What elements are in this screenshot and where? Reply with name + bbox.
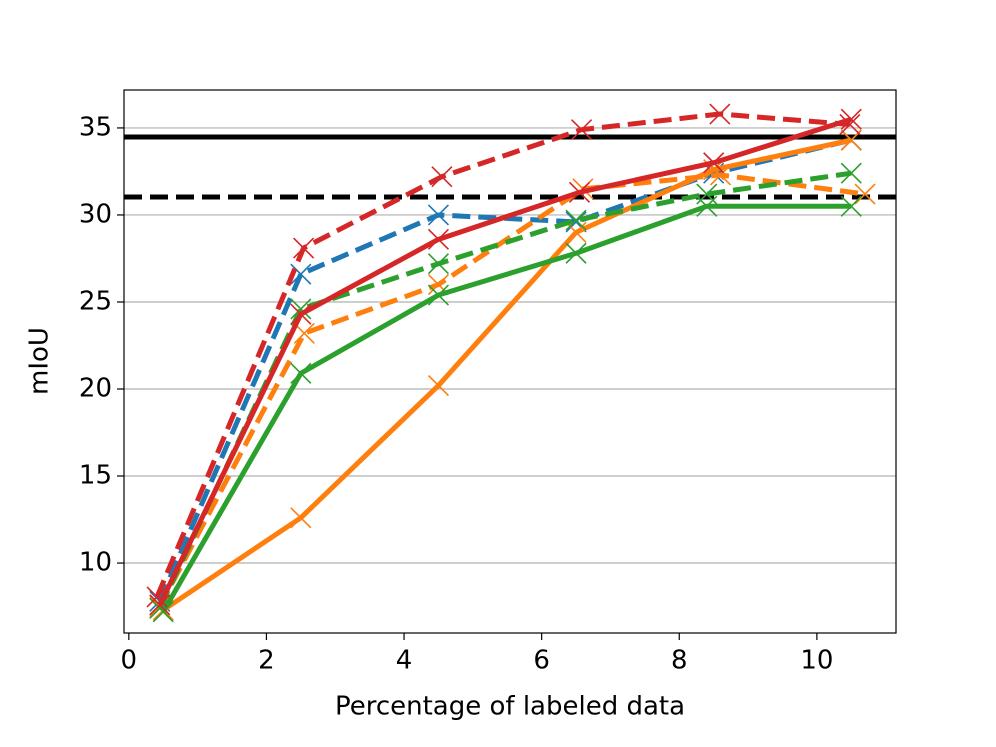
marker [565,242,587,264]
y-tick-label: 20 [79,373,112,403]
marker [290,303,312,325]
marker [696,195,718,217]
marker [854,183,876,205]
series-line [161,137,852,613]
marker [840,195,862,217]
marker [839,113,861,136]
marker [709,103,731,125]
series-line [157,172,866,608]
marker [570,119,593,141]
marker [565,221,587,243]
x-axis-label: Percentage of labeled data [335,692,685,722]
marker [427,228,450,250]
y-tick-label: 10 [79,548,112,578]
marker [290,263,312,285]
y-tick-label: 15 [79,461,112,491]
marker [290,362,312,384]
marker [293,237,315,259]
marker [149,594,171,616]
marker [290,507,312,529]
y-tick-label: 30 [79,199,112,229]
series-line [161,203,852,614]
y-tick-label: 35 [79,112,112,142]
marker [427,253,450,275]
marker [431,166,453,188]
marker [146,586,168,608]
series-line [154,111,851,598]
marker [703,152,725,174]
y-axis-label: mIoU [25,327,55,395]
series-line [157,137,852,603]
x-tick-label: 8 [671,646,688,676]
marker [709,164,732,186]
plot-frame [123,89,897,634]
x-tick-label: 6 [533,646,550,676]
marker [293,322,315,344]
marker [427,284,450,306]
y-tick-label: 25 [79,286,112,316]
x-tick-label: 10 [800,646,833,676]
marker [427,374,450,397]
marker [568,181,591,203]
x-tick-label: 4 [396,646,413,676]
marker [565,209,587,231]
marker [427,204,450,226]
series-line [157,116,853,606]
x-tick-label: 2 [258,646,275,676]
marker [696,183,718,205]
x-tick-label: 0 [121,646,138,676]
marker [290,298,312,320]
marker [840,162,862,184]
